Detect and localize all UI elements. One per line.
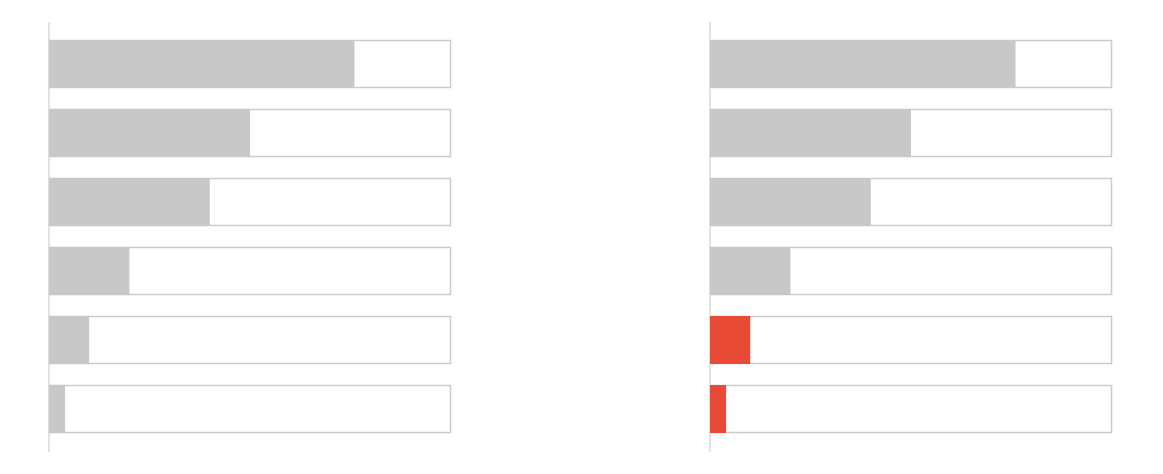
bar-track bbox=[48, 384, 452, 434]
bar-track bbox=[709, 384, 1113, 434]
bar bbox=[49, 247, 130, 295]
bar bbox=[710, 385, 727, 433]
bar bbox=[49, 385, 66, 433]
bar bbox=[49, 316, 90, 364]
bar-track bbox=[48, 315, 452, 365]
left-bar-chart-panel bbox=[48, 22, 452, 452]
bar bbox=[710, 316, 751, 364]
right-bar-chart-panel bbox=[709, 22, 1113, 452]
bar bbox=[710, 109, 911, 157]
bar-track bbox=[709, 315, 1113, 365]
bar bbox=[49, 40, 355, 88]
bar bbox=[710, 178, 871, 226]
bar bbox=[710, 247, 791, 295]
bar bbox=[49, 109, 250, 157]
bar bbox=[710, 40, 1016, 88]
bar bbox=[49, 178, 210, 226]
